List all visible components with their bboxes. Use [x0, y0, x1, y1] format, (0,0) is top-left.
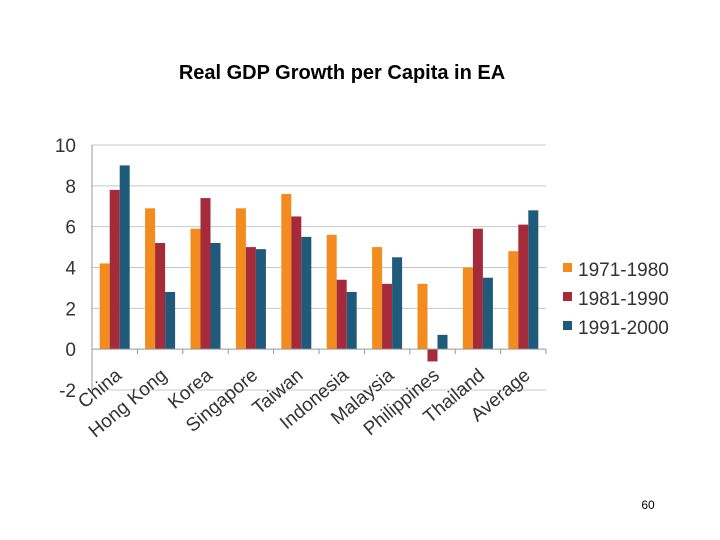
bar-average-1971-1980	[508, 251, 519, 350]
bar-hong-kong-1981-1990	[155, 243, 166, 350]
bar-china-1991-2000	[119, 165, 130, 350]
bar-thailand-1971-1980	[462, 267, 473, 350]
bar-taiwan-1971-1980	[281, 194, 292, 350]
bar-korea-1971-1980	[190, 228, 201, 350]
bar-hong-kong-1991-2000	[165, 292, 176, 350]
bar-malaysia-1971-1980	[372, 247, 383, 350]
legend: 1971-1980 1981-1990 1991-2000	[563, 260, 669, 339]
axes	[91, 145, 547, 390]
bar-singapore-1991-2000	[255, 249, 266, 350]
legend-swatch	[563, 292, 572, 301]
bar-singapore-1971-1980	[235, 208, 246, 350]
bar-malaysia-1981-1990	[382, 283, 393, 350]
bar-indonesia-1981-1990	[336, 279, 347, 350]
legend-swatch	[563, 321, 572, 330]
y-tick-label: 8	[65, 177, 76, 198]
bar-average-1991-2000	[528, 210, 539, 350]
bar-korea-1991-2000	[210, 243, 221, 350]
y-tick-label: 6	[65, 218, 76, 239]
y-tick-label: 0	[65, 340, 76, 361]
y-tick-labels: -2 0 2 4 6 8 10	[55, 136, 77, 402]
page-number: 60	[641, 498, 655, 512]
bars-group	[99, 165, 539, 362]
bar-philippines-1971-1980	[417, 283, 428, 350]
y-tick-label: 10	[55, 136, 76, 157]
y-tick-label: 2	[65, 299, 76, 320]
bar-korea-1981-1990	[200, 198, 211, 350]
bar-taiwan-1981-1990	[291, 216, 302, 350]
bar-taiwan-1991-2000	[301, 236, 312, 350]
legend-label: 1991-2000	[578, 318, 669, 339]
bar-china-1981-1990	[109, 189, 120, 350]
bar-thailand-1991-2000	[482, 277, 493, 350]
bar-philippines-1991-2000	[437, 334, 448, 350]
legend-label: 1981-1990	[578, 289, 669, 310]
bar-malaysia-1991-2000	[392, 257, 403, 350]
legend-label: 1971-1980	[578, 260, 669, 281]
bar-singapore-1981-1990	[245, 247, 256, 350]
bar-philippines-1981-1990	[427, 349, 438, 362]
bar-china-1971-1980	[99, 263, 110, 350]
bar-indonesia-1971-1980	[326, 234, 337, 350]
bar-average-1981-1990	[518, 224, 529, 350]
y-tick-label: -2	[59, 381, 76, 402]
y-tick-label: 4	[65, 259, 76, 280]
chart-title: Real GDP Growth per Capita in EA	[178, 62, 506, 84]
bar-indonesia-1991-2000	[346, 292, 357, 350]
bar-hong-kong-1971-1980	[145, 208, 156, 350]
bar-thailand-1981-1990	[472, 228, 483, 350]
legend-swatch	[563, 263, 572, 272]
